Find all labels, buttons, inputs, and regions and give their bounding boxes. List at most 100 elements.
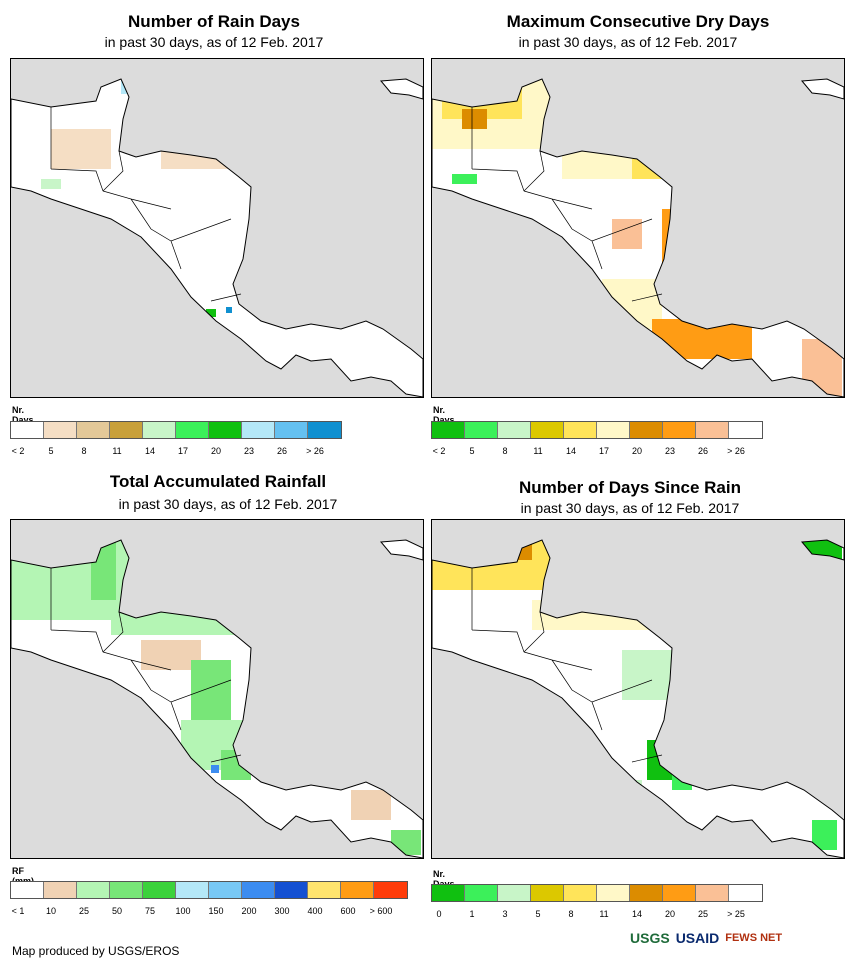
legend-swatch bbox=[432, 885, 465, 901]
panel-title: Number of Rain Days bbox=[128, 12, 300, 31]
legend-swatch bbox=[44, 422, 77, 438]
legend-label: > 25 bbox=[727, 909, 745, 919]
legend-swatch bbox=[209, 422, 242, 438]
legend-title: Nr. Days bbox=[12, 405, 34, 425]
legend-swatch bbox=[11, 882, 44, 898]
legend-label: 11 bbox=[533, 446, 543, 456]
legend-color-bar bbox=[10, 421, 342, 439]
legend-swatch bbox=[564, 885, 597, 901]
panel-subtitle: in past 30 days, as of 12 Feb. 2017 bbox=[118, 496, 338, 512]
legend-label: 10 bbox=[45, 906, 56, 916]
rainfall-cell bbox=[452, 174, 477, 184]
legend-label: 20 bbox=[210, 446, 221, 456]
legend-color-bar bbox=[431, 421, 763, 439]
legend-label: < 1 bbox=[11, 906, 25, 916]
coastline bbox=[11, 78, 423, 397]
legend-label: 11 bbox=[599, 909, 609, 919]
legend-label: 26 bbox=[697, 446, 708, 456]
legend-swatch bbox=[275, 422, 308, 438]
logo-row: USGS USAID FEWS NET bbox=[630, 930, 782, 946]
coastline bbox=[432, 539, 844, 858]
legend-swatch bbox=[110, 882, 143, 898]
legend-swatch bbox=[663, 885, 696, 901]
legend-label: 14 bbox=[565, 446, 576, 456]
legend-color-bar bbox=[10, 881, 408, 899]
legend-label: 14 bbox=[144, 446, 155, 456]
legend-swatch bbox=[275, 882, 308, 898]
legend-swatch bbox=[729, 885, 762, 901]
legend-label: 20 bbox=[664, 909, 675, 919]
legend-color-bar bbox=[431, 884, 763, 902]
legend-label: 8 bbox=[502, 446, 508, 456]
legend-swatch bbox=[531, 422, 564, 438]
legend-swatch bbox=[176, 882, 209, 898]
legend-label: 200 bbox=[241, 906, 257, 916]
legend-label: 17 bbox=[598, 446, 609, 456]
country-borders bbox=[471, 568, 663, 763]
legend-swatch bbox=[696, 885, 729, 901]
footer-credit: Map produced by USGS/EROS bbox=[12, 944, 180, 958]
land-mass bbox=[11, 79, 423, 397]
rainfall-cell bbox=[41, 179, 61, 189]
panel-title: Maximum Consecutive Dry Days bbox=[506, 12, 770, 31]
legend-label: 17 bbox=[177, 446, 188, 456]
legend-label: > 26 bbox=[306, 446, 324, 456]
legend-label: 600 bbox=[340, 906, 356, 916]
legend-label: 100 bbox=[175, 906, 191, 916]
legend-swatch bbox=[44, 882, 77, 898]
legend-label: 8 bbox=[81, 446, 87, 456]
legend-swatch bbox=[663, 422, 696, 438]
legend-label: 20 bbox=[631, 446, 642, 456]
rainfall-cell bbox=[51, 129, 111, 169]
map-svg bbox=[11, 520, 423, 858]
rainfall-cell bbox=[622, 650, 672, 700]
island-coast bbox=[800, 78, 844, 100]
legend-swatch bbox=[729, 422, 762, 438]
island-coast bbox=[379, 539, 423, 561]
legend-label: 25 bbox=[697, 909, 708, 919]
legend-swatch bbox=[465, 422, 498, 438]
rainfall-cell bbox=[211, 765, 219, 773]
legend-label: 1 bbox=[469, 909, 475, 919]
rainfall-cell bbox=[191, 660, 231, 720]
legend-swatch bbox=[176, 422, 209, 438]
island-coast bbox=[800, 539, 844, 561]
legend-label: 26 bbox=[276, 446, 287, 456]
legend-label: 400 bbox=[307, 906, 323, 916]
panel-subtitle: in past 30 days, as of 12 Feb. 2017 bbox=[518, 34, 738, 50]
legend-label: 50 bbox=[111, 906, 122, 916]
legend-label: 150 bbox=[208, 906, 224, 916]
country-borders bbox=[50, 107, 242, 302]
legend-label: < 2 bbox=[11, 446, 25, 456]
panel-title: Total Accumulated Rainfall bbox=[109, 472, 327, 491]
legend-label: 23 bbox=[243, 446, 254, 456]
legend-label: 25 bbox=[78, 906, 89, 916]
legend-swatch bbox=[77, 422, 110, 438]
usgs-logo: USGS bbox=[630, 930, 670, 946]
legend-swatch bbox=[110, 422, 143, 438]
legend-label: > 26 bbox=[727, 446, 745, 456]
legend-swatch bbox=[209, 882, 242, 898]
legend-label: 14 bbox=[631, 909, 642, 919]
legend-swatch bbox=[374, 882, 407, 898]
fewsnet-logo: FEWS NET bbox=[725, 932, 783, 944]
legend-swatch bbox=[498, 422, 531, 438]
legend-swatch bbox=[143, 422, 176, 438]
legend-swatch bbox=[242, 882, 275, 898]
island bbox=[381, 79, 423, 99]
legend-swatch bbox=[597, 885, 630, 901]
legend-label: 5 bbox=[535, 909, 541, 919]
map-days-since-rain bbox=[431, 519, 845, 859]
panel-subtitle: in past 30 days, as of 12 Feb. 2017 bbox=[520, 500, 740, 516]
map-dry-days bbox=[431, 58, 845, 398]
legend-swatch bbox=[630, 422, 663, 438]
legend-swatch bbox=[597, 422, 630, 438]
usaid-logo: USAID bbox=[675, 930, 720, 946]
island-coast bbox=[379, 78, 423, 100]
map-total-rainfall bbox=[10, 519, 424, 859]
map-svg bbox=[432, 520, 844, 858]
legend-label: 75 bbox=[144, 906, 155, 916]
legend-swatch bbox=[341, 882, 374, 898]
rainfall-cell bbox=[612, 219, 642, 249]
map-rain-days bbox=[10, 58, 424, 398]
